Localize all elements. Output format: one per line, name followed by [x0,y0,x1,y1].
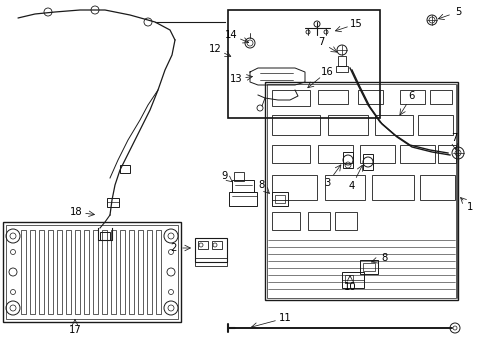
Bar [107,198,119,207]
Text: 4: 4 [349,181,355,191]
Bar [229,192,257,206]
Bar [375,115,413,135]
Bar [363,154,373,170]
Text: 18: 18 [70,207,82,217]
Bar [325,175,365,200]
Bar [84,230,89,314]
Bar [372,175,414,200]
Bar [275,195,285,203]
Bar [212,241,222,249]
Bar [93,230,98,314]
Bar [120,165,130,173]
Bar [360,260,378,274]
Bar [418,115,453,135]
Bar [232,180,254,192]
Bar [430,90,452,104]
Bar [21,230,26,314]
Text: 13: 13 [230,74,243,84]
Bar [400,145,435,163]
Bar [100,232,110,240]
Bar [400,90,425,104]
Bar [39,230,44,314]
Bar [195,238,227,262]
Bar [272,90,310,106]
Bar [272,115,320,135]
Bar [156,230,161,314]
Text: 16: 16 [321,67,334,77]
Bar [138,230,143,314]
Text: 2: 2 [170,243,176,253]
Bar [328,115,368,135]
Bar [6,225,178,319]
Text: 15: 15 [350,19,363,29]
Bar [48,230,53,314]
Bar [318,145,353,163]
Text: 6: 6 [409,91,415,101]
Bar [57,230,62,314]
Bar [272,175,317,200]
Text: 8: 8 [382,253,388,263]
Bar [265,82,458,300]
Text: 1: 1 [467,202,473,212]
Bar [336,66,348,72]
Text: 11: 11 [278,313,291,323]
Bar [198,241,208,249]
Text: 5: 5 [455,7,462,17]
Text: 12: 12 [209,44,222,54]
Bar [363,263,375,271]
Bar [345,275,353,283]
Bar [360,145,395,163]
Bar [318,90,348,104]
Text: 14: 14 [225,30,238,40]
Text: 3: 3 [325,177,331,188]
Bar [272,145,310,163]
Text: 7: 7 [318,37,324,47]
Text: 9: 9 [221,171,228,181]
Bar [129,230,134,314]
Bar [195,258,227,266]
Bar [338,56,346,66]
Bar [335,212,357,230]
Bar [438,145,456,163]
Bar [272,192,288,206]
Text: 7: 7 [451,133,457,143]
Bar [234,172,244,181]
Bar [30,230,35,314]
Bar [66,230,71,314]
Bar [358,90,383,104]
Bar [111,230,116,314]
Bar [228,10,380,118]
Text: 10: 10 [343,282,356,292]
Bar [267,84,456,298]
Bar [343,152,353,168]
Bar [120,230,125,314]
Bar [308,212,330,230]
Bar [147,230,152,314]
Bar [342,272,364,288]
Bar [272,212,300,230]
Text: 8: 8 [258,180,264,190]
Bar [420,175,455,200]
Bar [102,230,107,314]
Text: 17: 17 [69,325,81,335]
Bar [3,222,181,322]
Bar [75,230,80,314]
